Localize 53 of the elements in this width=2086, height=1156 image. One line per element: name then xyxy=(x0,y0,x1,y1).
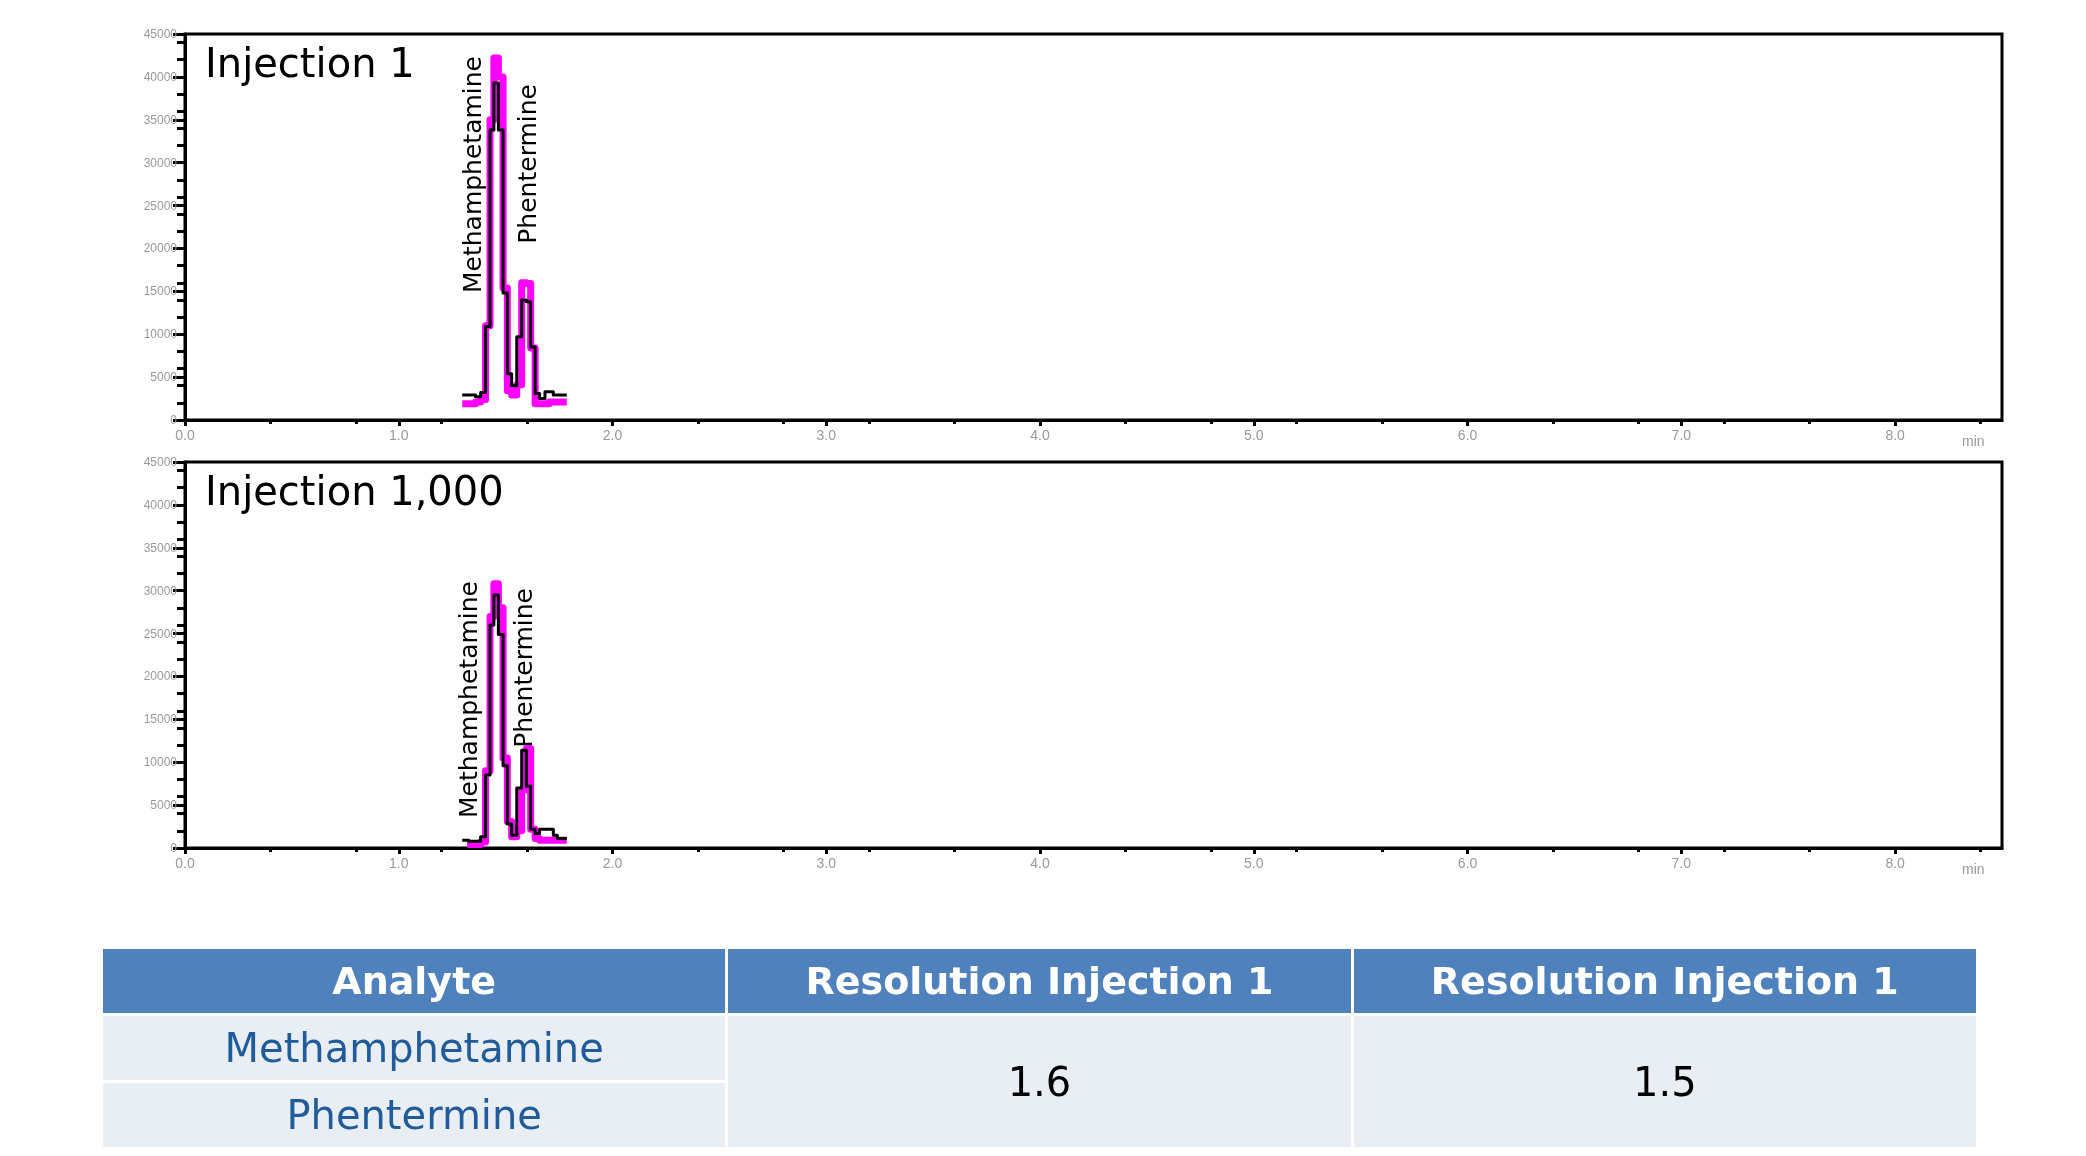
text: 1.6 xyxy=(726,1014,1353,1149)
x-tick-label: 1.0 xyxy=(389,427,409,443)
annotation: Phentermine xyxy=(512,84,542,244)
x-tick-label: 2.0 xyxy=(602,855,623,871)
annotation: Methamphetamine xyxy=(457,56,487,294)
text: Resolution Injection 1 xyxy=(1352,947,1978,1015)
y-tick-label: 40000 xyxy=(143,69,178,84)
annotation: Methamphetamine xyxy=(453,581,483,819)
x-tick-label: 8.0 xyxy=(1885,855,1906,871)
x-tick-label: 5.0 xyxy=(1244,427,1264,443)
chart-title: Injection 1 xyxy=(205,40,415,86)
x-tick-label: 6.0 xyxy=(1457,855,1478,871)
x-axis-title: min xyxy=(1962,433,1985,449)
y-tick-label: 45000 xyxy=(143,27,178,41)
y-tick-label: 5000 xyxy=(150,798,178,813)
x-tick-label: 7.0 xyxy=(1671,855,1692,871)
y-tick-label: 0 xyxy=(170,413,178,427)
text: 1.5 xyxy=(1352,1014,1978,1149)
x-tick-label: 3.0 xyxy=(816,855,837,871)
text: Resolution Injection 1 xyxy=(726,947,1353,1015)
y-tick-label: 35000 xyxy=(143,540,178,555)
x-axis-title: min xyxy=(1962,861,1985,877)
text: Analyte xyxy=(101,947,727,1015)
x-tick-label: 6.0 xyxy=(1457,427,1478,443)
y-tick-label: 25000 xyxy=(143,626,178,641)
y-tick-label: 35000 xyxy=(143,112,178,127)
x-tick-label: 8.0 xyxy=(1885,427,1906,443)
y-tick-label: 15000 xyxy=(143,712,178,727)
y-tick-label: 10000 xyxy=(143,755,178,770)
y-tick-label: 0 xyxy=(170,841,178,855)
y-tick-label: 45000 xyxy=(143,455,178,469)
x-tick-label: 5.0 xyxy=(1244,855,1264,871)
x-tick-label: 1.0 xyxy=(389,855,409,871)
x-tick-label: 4.0 xyxy=(1030,427,1050,443)
y-tick-label: 20000 xyxy=(143,669,178,684)
y-tick-label: 40000 xyxy=(143,497,178,512)
x-tick-label: 3.0 xyxy=(816,427,837,443)
annotation: Phentermine xyxy=(508,588,538,748)
y-tick-label: 10000 xyxy=(143,327,178,342)
y-tick-label: 5000 xyxy=(150,370,178,385)
x-tick-label: 0.0 xyxy=(175,427,195,443)
y-tick-label: 25000 xyxy=(143,198,178,213)
x-tick-label: 2.0 xyxy=(602,427,623,443)
y-tick-label: 30000 xyxy=(143,583,178,598)
x-tick-label: 7.0 xyxy=(1671,427,1692,443)
chart-title: Injection 1,000 xyxy=(205,468,504,514)
x-tick-label: 4.0 xyxy=(1030,855,1050,871)
x-tick-label: 0.0 xyxy=(175,855,195,871)
text: Phentermine xyxy=(101,1081,727,1149)
y-tick-label: 15000 xyxy=(143,284,178,299)
y-tick-label: 20000 xyxy=(143,241,178,256)
text: Methamphetamine xyxy=(101,1014,727,1082)
y-tick-label: 30000 xyxy=(143,155,178,170)
